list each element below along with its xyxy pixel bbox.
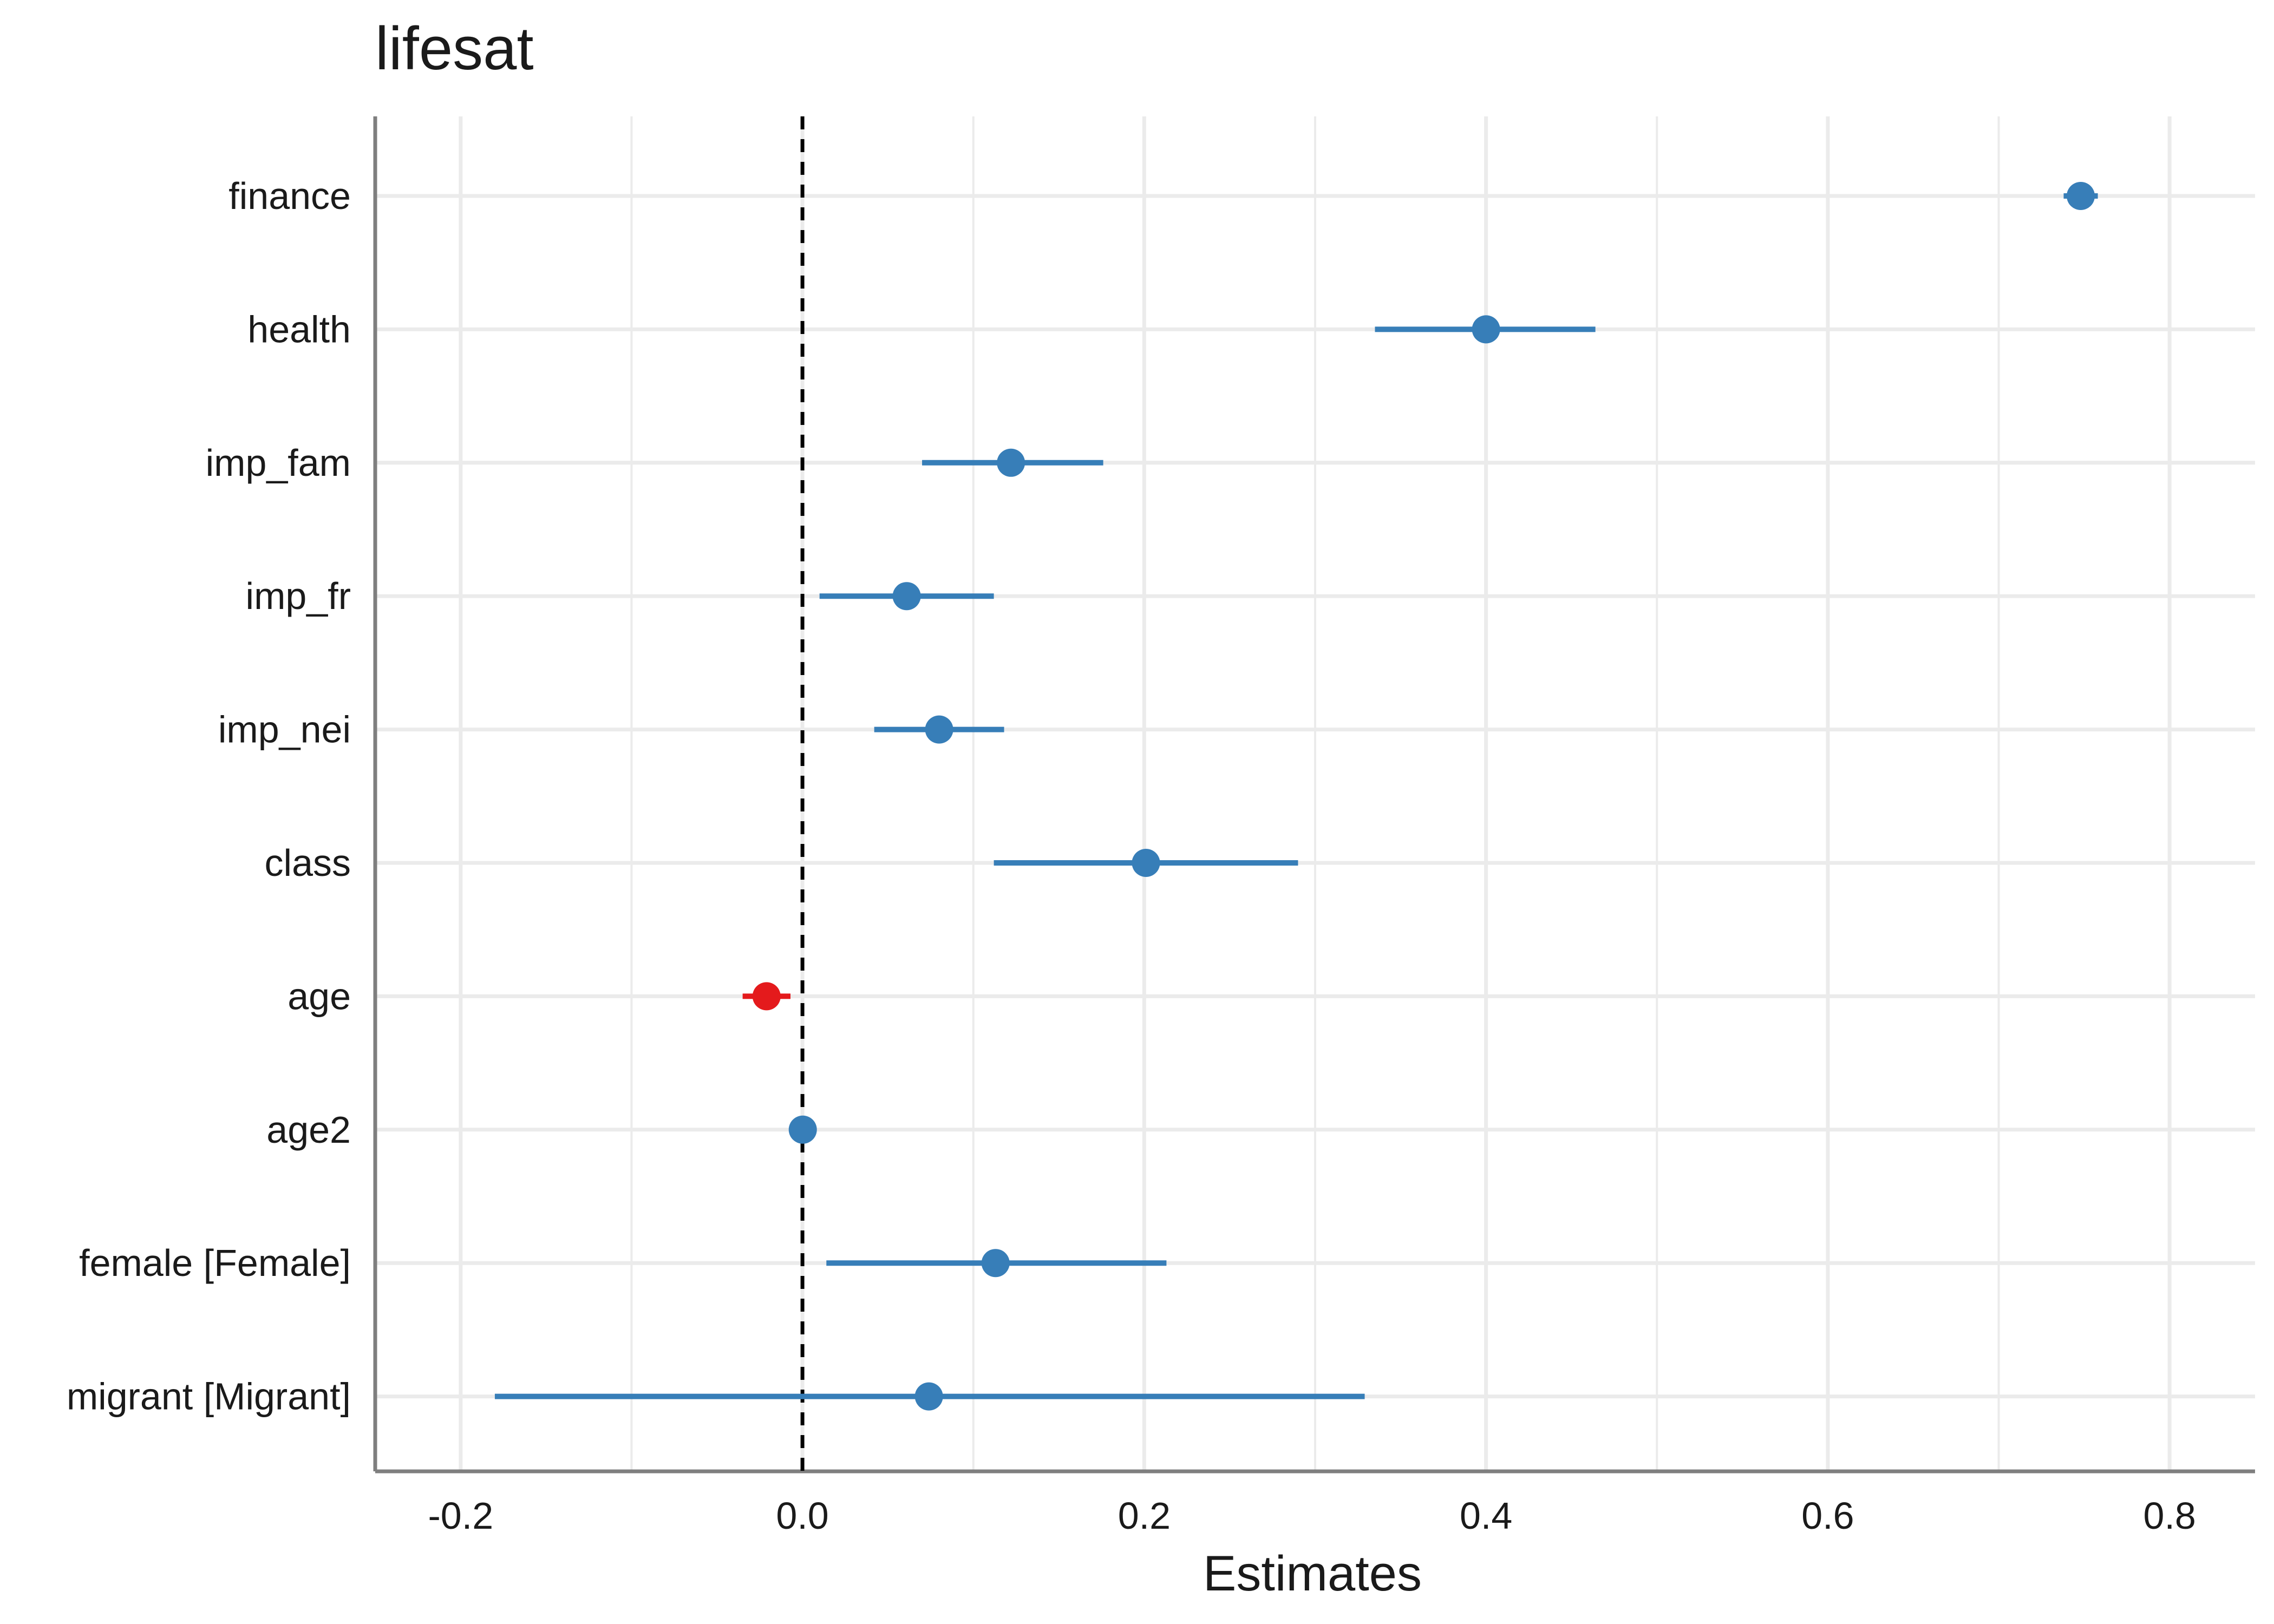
estimate-point — [752, 982, 781, 1011]
term-label: imp_nei — [218, 709, 351, 751]
estimate-point — [1472, 315, 1500, 344]
term-label: imp_fr — [246, 575, 351, 617]
axes — [373, 116, 2255, 1474]
estimate-point — [788, 1115, 817, 1144]
estimate-point — [925, 715, 953, 744]
x-tick-label: -0.2 — [428, 1495, 494, 1537]
estimate-point — [914, 1382, 943, 1411]
estimate-point — [1132, 849, 1160, 877]
x-tick-label: 0.2 — [1118, 1495, 1171, 1537]
x-axis-title: Estimates — [1203, 1546, 1422, 1601]
estimate-point — [2067, 182, 2095, 210]
estimate-point — [997, 448, 1025, 477]
x-tick-label: 0.4 — [1460, 1495, 1512, 1537]
x-tick-label: 0.8 — [2144, 1495, 2196, 1537]
minor-gridlines — [630, 116, 2000, 1471]
term-label: health — [247, 308, 351, 350]
term-label: female [Female] — [79, 1242, 351, 1284]
estimate-point — [981, 1249, 1010, 1278]
term-label: age2 — [266, 1109, 351, 1151]
estimate-marks — [494, 182, 2098, 1411]
axis-labels: -0.2 0.0 0.2 0.4 0.6 0.8 finance health imp_fami… — [67, 175, 2196, 1537]
term-label: migrant [Migrant] — [67, 1376, 351, 1418]
term-label: class — [265, 842, 351, 884]
term-label: age — [287, 975, 351, 1017]
term-label: imp_fam — [206, 442, 351, 484]
term-label: finance — [228, 175, 351, 217]
x-tick-label: 0.0 — [776, 1495, 828, 1537]
major-gridlines — [375, 116, 2255, 1471]
estimate-point — [892, 582, 921, 611]
chart-title: lifesat — [375, 15, 534, 82]
x-tick-label: 0.6 — [1801, 1495, 1854, 1537]
